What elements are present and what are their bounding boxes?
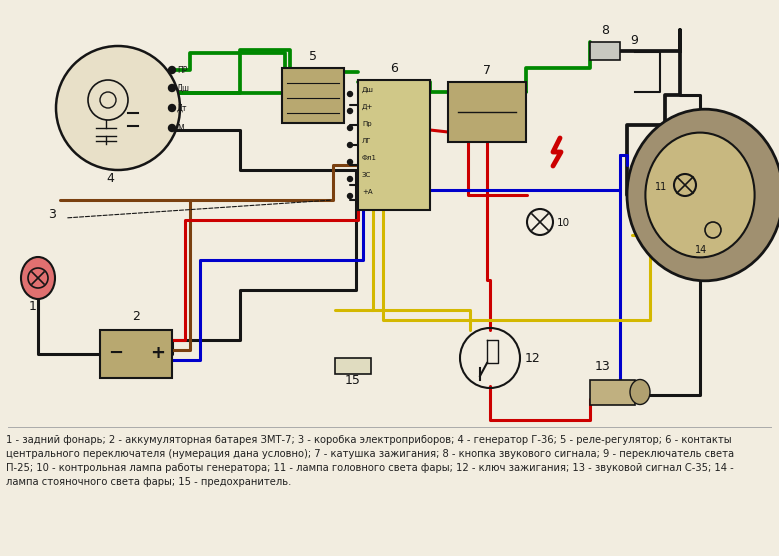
Text: Пр: Пр [362, 121, 372, 127]
Text: 4: 4 [106, 172, 114, 185]
Text: 2: 2 [132, 310, 140, 323]
Text: 8: 8 [601, 24, 609, 37]
Bar [448, 82, 526, 142]
Text: ЛГ: ЛГ [362, 138, 372, 144]
Text: 1 - задний фонарь; 2 - аккумуляторная батарея ЗМТ-7; 3 - коробка электроприборов: 1 - задний фонарь; 2 - аккумуляторная ба… [6, 435, 731, 445]
Text: 1: 1 [29, 300, 37, 313]
Bar [282, 68, 344, 123]
Circle shape [168, 105, 175, 112]
Text: 3: 3 [48, 208, 56, 221]
Circle shape [347, 108, 353, 113]
Bar [100, 330, 172, 378]
Text: 9: 9 [630, 34, 638, 47]
Bar [358, 80, 430, 210]
Text: М: М [177, 124, 184, 133]
Text: 12: 12 [525, 352, 541, 365]
Ellipse shape [645, 132, 755, 257]
Circle shape [56, 46, 180, 170]
Bar [590, 380, 635, 405]
Text: +А: +А [362, 189, 372, 195]
Circle shape [347, 193, 353, 198]
Bar [335, 358, 371, 374]
Text: ЗС: ЗС [362, 172, 372, 178]
Ellipse shape [627, 109, 779, 281]
Text: 11: 11 [655, 182, 668, 192]
Circle shape [347, 176, 353, 181]
Circle shape [168, 125, 175, 132]
Text: 10: 10 [557, 218, 570, 228]
Text: Дш: Дш [177, 84, 190, 93]
Text: −: − [108, 344, 123, 362]
Text: центрального переключателя (нумерация дана условно); 7 - катушка зажигания; 8 - : центрального переключателя (нумерация да… [6, 449, 734, 459]
Bar [590, 42, 620, 60]
Text: 13: 13 [595, 360, 611, 373]
Circle shape [347, 126, 353, 131]
Text: Д+: Д+ [362, 104, 373, 110]
Circle shape [347, 142, 353, 147]
Text: П-25; 10 - контрольная лампа работы генератора; 11 - лампа головного света фары;: П-25; 10 - контрольная лампа работы гене… [6, 463, 734, 473]
Circle shape [168, 85, 175, 92]
Circle shape [347, 92, 353, 97]
Text: 15: 15 [345, 374, 361, 387]
Text: 14: 14 [695, 245, 707, 255]
Ellipse shape [630, 380, 650, 405]
Text: 7: 7 [483, 64, 491, 77]
Text: ПР: ПР [177, 66, 188, 75]
Text: лампа стояночного света фары; 15 - предохранитель.: лампа стояночного света фары; 15 - предо… [6, 477, 291, 487]
Text: Фл1: Фл1 [362, 155, 377, 161]
Circle shape [168, 67, 175, 73]
Text: 6: 6 [390, 62, 398, 75]
Text: Дш: Дш [362, 87, 374, 93]
Ellipse shape [21, 257, 55, 299]
Text: +: + [150, 344, 165, 362]
Text: 5: 5 [309, 50, 317, 63]
Text: Дт: Дт [177, 104, 188, 113]
Circle shape [347, 160, 353, 165]
